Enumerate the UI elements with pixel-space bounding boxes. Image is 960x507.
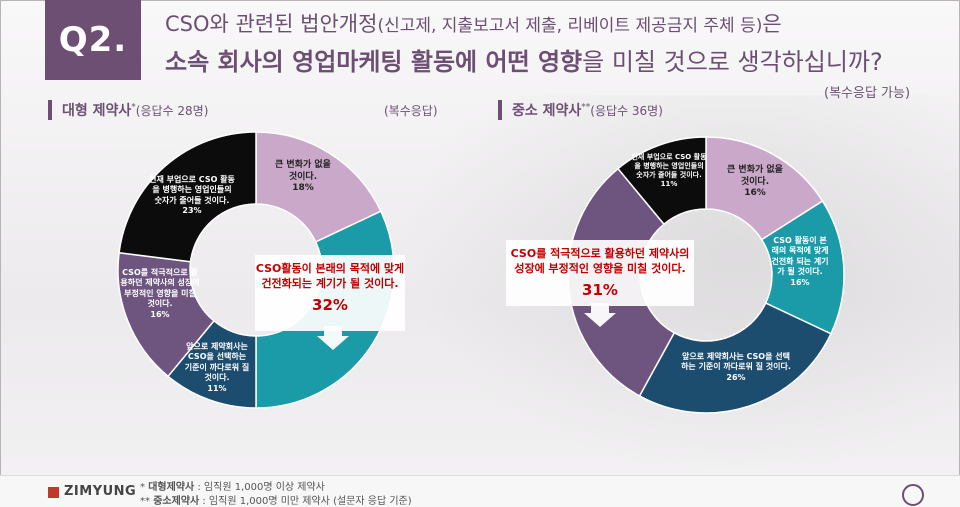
- footer-bar: [0, 475, 960, 507]
- left-label-stricter-criteria: 앞으로 제약회사는 CSO을 선택하는 기준이 까다로워 질 것이다. 11%: [184, 342, 250, 393]
- question-title-light: 을 미칠 것으로 생각하십니까?: [582, 48, 883, 76]
- multiple-answer-note: (복수응답 가능): [824, 86, 911, 101]
- section-title-small-count: (응답수 36명): [590, 104, 663, 118]
- left-callout: CSO활동이 본래의 목적에 맞게 건전화되는 계기가 될 것이다. 32%: [255, 255, 405, 331]
- footnote-small: ** 중소제약사 : 임직원 1,000명 미만 제약사 (설문자 응답 기준): [140, 496, 412, 507]
- company-logo: ZIMYUNG: [64, 484, 137, 499]
- right-donut-slice-4: [616, 136, 707, 226]
- left-donut-slice-3: [117, 251, 215, 378]
- left-label-negative-growth: CSO를 적극적으로 활용하던 제약사의 성장에 부정적인 영향을 미칠 것이다…: [120, 268, 200, 319]
- footnote-large: * 대형제약사 : 임직원 1,000명 이상 제약사: [140, 482, 325, 493]
- question-title-bold: 소속 회사의 영업마케팅 활동에 어떤 영향: [165, 48, 583, 76]
- section-title-large-mark: *: [131, 102, 136, 113]
- right-label-no-change: 큰 변화가 없을 것이다. 16%: [727, 165, 783, 199]
- right-label-fewer-salespeople: 현재 부업으로 CSO 활동을 병행하는 영업인들의 숫자가 줄어들 것이다. 1…: [631, 153, 707, 189]
- right-pct-fewer-salespeople: 11%: [660, 180, 678, 189]
- left-callout-arrow-icon: [317, 326, 349, 350]
- section-title-small-mark: **: [581, 102, 591, 113]
- right-callout-pct: 31%: [582, 280, 618, 299]
- left-pct-negative-growth: 16%: [150, 309, 170, 319]
- right-pct-healthier: 16%: [790, 277, 810, 287]
- left-label-fewer-salespeople: 현재 부업으로 CSO 활동을 병행하는 영업인들의 숫자가 줄어들 것이다. 2…: [149, 175, 235, 216]
- left-pct-no-change: 18%: [292, 183, 314, 194]
- section-title-large-count: (응답수 28명): [135, 104, 209, 118]
- right-donut-slice-1: [760, 200, 845, 335]
- left-callout-line1: CSO활동이 본래의 목적에 맞게: [255, 262, 405, 275]
- right-pct-no-change: 16%: [744, 188, 766, 199]
- left-pct-stricter-criteria: 11%: [207, 383, 227, 393]
- section-title-small-text: 중소 제약사: [512, 103, 582, 119]
- left-callout-line2: 건전화되는 계기가 될 것이다.: [261, 277, 399, 291]
- question-title-line1: CSO와 관련된 법안개정(신고제, 지출보고서 제출, 리베이트 제공금지 주…: [165, 8, 782, 38]
- right-donut-slice-0: [705, 136, 824, 241]
- right-callout-line1: CSO를 적극적으로 활용하던 제약사의: [510, 247, 690, 260]
- section-title-large: 대형 제약사*(응답수 28명): [48, 100, 208, 120]
- question-title-end: 은: [762, 12, 782, 36]
- section-title-large-text: 대형 제약사: [62, 103, 132, 119]
- right-callout: CSO를 적극적으로 활용하던 제약사의 성장에 부정적인 영향을 미칠 것이다…: [506, 240, 694, 306]
- question-title-main: CSO와 관련된 법안개정: [165, 12, 378, 36]
- left-donut-slice-4: [118, 131, 257, 263]
- page-circle-icon[interactable]: [902, 484, 924, 506]
- question-title-paren: (신고제, 지출보고서 제출, 리베이트 제공금지 주체 등): [377, 16, 763, 36]
- right-donut-slice-2: [638, 302, 832, 414]
- left-callout-pct: 32%: [312, 295, 348, 314]
- logo-mark-icon: [48, 487, 59, 498]
- section-title-small: 중소 제약사**(응답수 36명): [498, 100, 663, 120]
- question-badge: Q2.: [45, 0, 141, 80]
- right-callout-line2: 성장에 부정적인 영향을 미칠 것이다.: [514, 262, 686, 276]
- right-pct-stricter-criteria: 26%: [726, 372, 746, 382]
- left-multiple-answer-note: (복수응답): [384, 104, 438, 118]
- left-pct-fewer-salespeople: 23%: [182, 206, 202, 216]
- right-label-healthier: CSO 활동이 본래의 목적에 맞게 건전화 되는 계기가 될 것이다. 16%: [771, 236, 829, 287]
- right-label-stricter-criteria: 앞으로 제약회사는 CSO을 선택하는 기준이 까다로워 질 것이다. 26%: [681, 352, 791, 382]
- question-title-line2: 소속 회사의 영업마케팅 활동에 어떤 영향을 미칠 것으로 생각하십니까?: [165, 42, 883, 77]
- left-label-no-change: 큰 변화가 없을 것이다. 18%: [275, 160, 331, 194]
- right-callout-arrow-icon: [584, 303, 616, 327]
